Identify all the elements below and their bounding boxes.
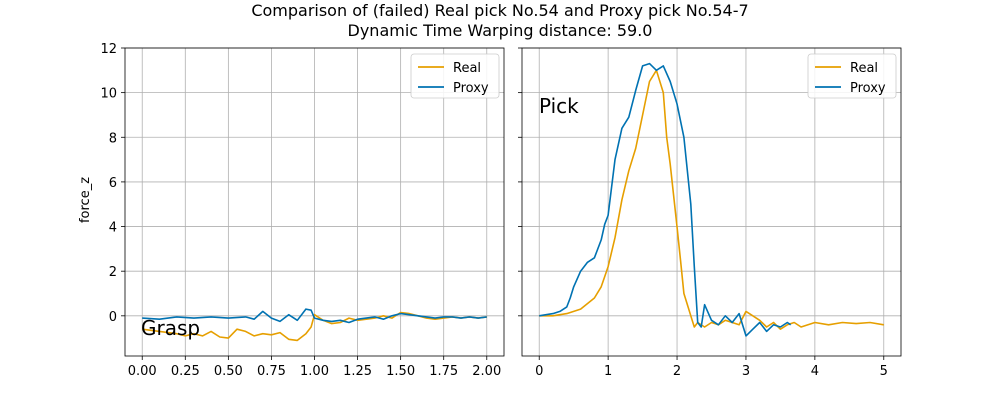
x-tick-label: 2 bbox=[673, 364, 681, 379]
legend: Real Proxy bbox=[410, 53, 500, 99]
y-tick-label: 8 bbox=[109, 131, 117, 146]
grasp-subplot: 0.00 0.25 0.50 0.75 1.00 1.25 1.50 1.75 2.00 0 2 4 6… bbox=[78, 42, 505, 379]
legend: Real Proxy bbox=[807, 53, 897, 99]
y-tick-label: 0 bbox=[109, 310, 117, 325]
legend-label-real: Real bbox=[850, 61, 878, 76]
pick-subplot: 0 1 2 3 4 5 Real Proxy Pick bbox=[518, 47, 902, 379]
plot-frame bbox=[124, 47, 505, 357]
x-tick-label: 1.50 bbox=[386, 364, 415, 379]
y-tick-label: 4 bbox=[109, 221, 117, 236]
x-tick-label: 0.25 bbox=[171, 364, 200, 379]
series-group bbox=[142, 308, 487, 342]
series-line-proxy bbox=[142, 308, 487, 324]
legend-label-proxy: Proxy bbox=[850, 81, 886, 96]
y-tick-label: 2 bbox=[109, 265, 117, 280]
x-tick-label: 0 bbox=[535, 364, 543, 379]
x-tick-label: 3 bbox=[742, 364, 750, 379]
plot-frame bbox=[521, 47, 902, 357]
x-tick-label: 1 bbox=[604, 364, 612, 379]
figure-title-line2: Dynamic Time Warping distance: 59.0 bbox=[348, 21, 653, 40]
x-tick-label: 0.75 bbox=[257, 364, 286, 379]
y-axis-label: force_z bbox=[78, 177, 93, 223]
x-tick-label: 0.50 bbox=[214, 364, 243, 379]
grid-lines bbox=[125, 47, 504, 356]
x-tick-label: 0.00 bbox=[128, 364, 157, 379]
x-tick-label: 1.75 bbox=[429, 364, 458, 379]
y-tick-label: 10 bbox=[100, 87, 117, 102]
x-tick-label: 1.25 bbox=[343, 364, 372, 379]
y-tick-label: 6 bbox=[109, 176, 117, 191]
series-line-proxy bbox=[539, 62, 792, 337]
x-tick-label: 2.00 bbox=[472, 364, 501, 379]
legend-label-proxy: Proxy bbox=[453, 81, 489, 96]
legend-label-real: Real bbox=[453, 61, 481, 76]
pick-annotation: Pick bbox=[539, 94, 579, 118]
series-line-real bbox=[142, 311, 487, 342]
figure-title-line1: Comparison of (failed) Real pick No.54 a… bbox=[251, 1, 748, 20]
series-line-real bbox=[539, 69, 884, 331]
x-tick-label: 4 bbox=[811, 364, 819, 379]
y-tick-label: 12 bbox=[100, 42, 117, 57]
x-tick-label: 1.00 bbox=[300, 364, 329, 379]
x-tick-label: 5 bbox=[880, 364, 888, 379]
series-group bbox=[539, 62, 884, 337]
grasp-annotation: Grasp bbox=[141, 316, 200, 340]
